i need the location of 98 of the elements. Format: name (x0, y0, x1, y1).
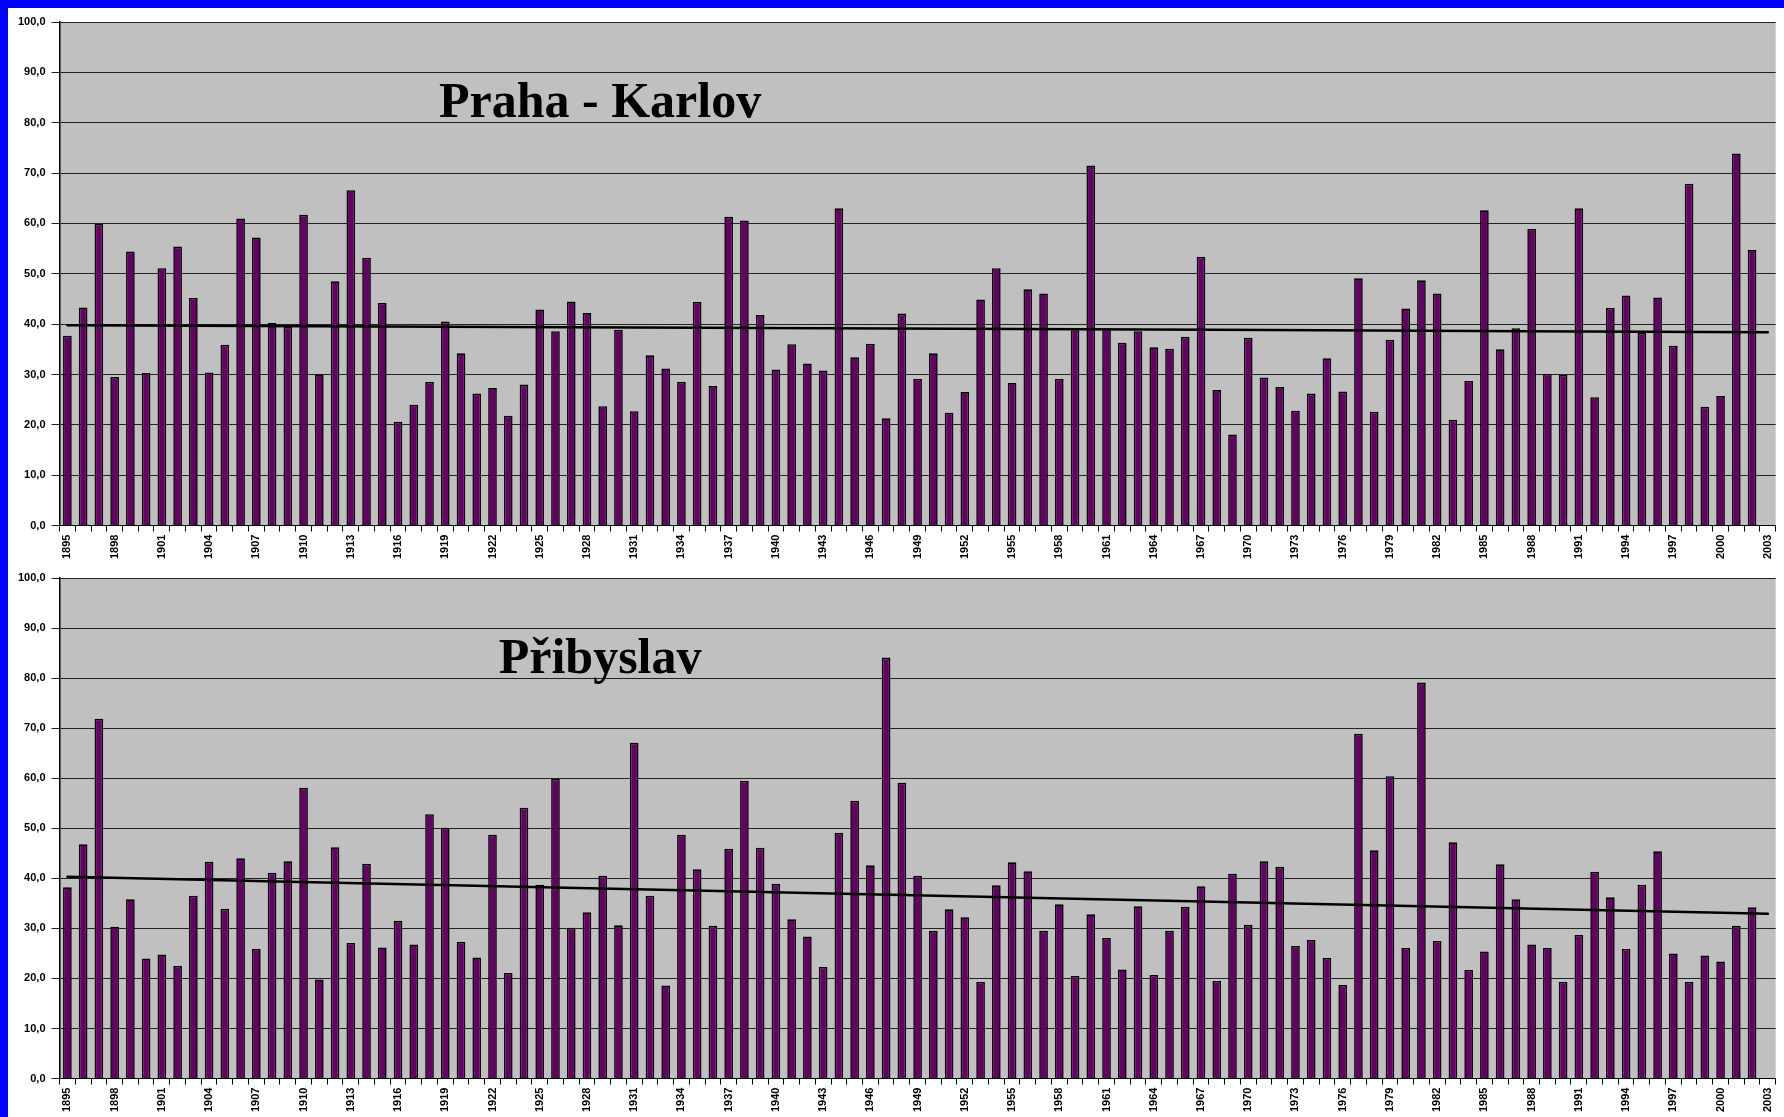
x-tick-label: 1919 (438, 1087, 451, 1113)
x-tick-label: 1955 (1005, 534, 1018, 560)
x-tick-label: 1940 (768, 534, 781, 560)
x-tick-label: 1979 (1382, 1087, 1395, 1113)
x-tick-label: 1937 (721, 1087, 734, 1113)
y-tick-label: 0,0 (30, 518, 46, 531)
x-tick-label: 1916 (391, 534, 404, 560)
y-tick-label: 70,0 (24, 166, 46, 179)
x-tick-label: 1979 (1382, 534, 1395, 560)
y-tick-label: 10,0 (24, 1021, 46, 1034)
x-tick-label: 2003 (1760, 534, 1773, 560)
x-tick-label: 1901 (154, 1087, 167, 1113)
x-tick-label: 1931 (627, 1087, 640, 1113)
x-tick-label: 1934 (674, 533, 687, 560)
x-tick-label: 1970 (1241, 1087, 1254, 1113)
y-tick-label: 10,0 (24, 468, 46, 481)
x-tick-label: 1901 (154, 534, 167, 560)
x-tick-label: 1925 (532, 534, 545, 560)
y-tick-label: 0,0 (30, 1071, 46, 1084)
x-tick-label: 1946 (863, 1087, 876, 1113)
x-tick-label: 1997 (1666, 534, 1679, 560)
x-tick-label: 1982 (1430, 534, 1443, 560)
x-tick-label: 1931 (627, 534, 640, 560)
x-tick-label: 1988 (1524, 1087, 1537, 1113)
y-tick-label: 90,0 (24, 65, 46, 78)
text: Přibyslav (498, 627, 702, 684)
text: Praha - Karlov (439, 71, 762, 128)
y-tick-label: 100,0 (18, 15, 46, 28)
x-tick-label: 1895 (60, 1087, 73, 1113)
y-tick-label: 80,0 (24, 115, 46, 128)
x-tick-label: 1961 (1099, 1087, 1112, 1113)
x-tick-label: 1994 (1619, 1086, 1632, 1113)
y-tick-label: 50,0 (24, 821, 46, 834)
x-tick-label: 1985 (1477, 534, 1490, 560)
x-tick-label: 1904 (202, 533, 215, 560)
x-tick-label: 1910 (296, 534, 309, 560)
x-tick-label: 1976 (1335, 1087, 1348, 1113)
x-tick-label: 1898 (107, 534, 120, 560)
y-tick-label: 40,0 (24, 871, 46, 884)
x-tick-label: 1910 (296, 1087, 309, 1113)
x-tick-label: 1898 (107, 1087, 120, 1113)
x-tick-label: 1988 (1524, 534, 1537, 560)
x-tick-label: 1925 (532, 1087, 545, 1113)
y-tick-label: 60,0 (24, 216, 46, 229)
y-tick-label: 100,0 (18, 571, 46, 584)
x-tick-label: 1952 (957, 1087, 970, 1113)
x-tick-label: 1967 (1194, 1087, 1207, 1113)
y-tick-label: 30,0 (24, 921, 46, 934)
x-tick-label: 1907 (249, 534, 262, 560)
x-tick-label: 1976 (1335, 534, 1348, 560)
x-tick-label: 1922 (485, 1087, 498, 1113)
x-tick-label: 1958 (1052, 534, 1065, 560)
x-tick-label: 1997 (1666, 1087, 1679, 1113)
x-tick-label: 1928 (580, 1087, 592, 1113)
x-tick-label: 1940 (768, 1087, 781, 1113)
y-tick-label: 20,0 (24, 417, 46, 430)
x-tick-label: 1946 (863, 534, 876, 560)
x-tick-label: 1913 (343, 1087, 356, 1113)
x-tick-label: 1949 (910, 534, 923, 560)
x-tick-label: 1952 (957, 534, 970, 560)
x-tick-label: 1904 (202, 1086, 215, 1113)
x-tick-label: 1967 (1194, 534, 1207, 560)
y-tick-label: 30,0 (24, 367, 46, 380)
y-tick-label: 20,0 (24, 971, 46, 984)
y-tick-label: 50,0 (24, 266, 46, 279)
y-tick-label: 40,0 (24, 317, 46, 330)
x-tick-label: 1934 (674, 1086, 687, 1113)
x-tick-label: 1943 (816, 1087, 829, 1113)
y-tick-label: 80,0 (24, 671, 46, 684)
x-tick-label: 1922 (485, 534, 498, 560)
x-tick-label: 1985 (1477, 1087, 1490, 1113)
x-tick-label: 1961 (1099, 534, 1112, 560)
x-tick-label: 1991 (1571, 1087, 1584, 1113)
x-tick-label: 1937 (721, 534, 734, 560)
x-tick-label: 1994 (1619, 533, 1632, 560)
x-tick-label: 1973 (1288, 534, 1301, 560)
x-tick-label: 2000 (1713, 534, 1726, 560)
y-tick-label: 70,0 (24, 721, 46, 734)
x-tick-label: 1964 (1146, 1086, 1159, 1113)
x-tick-label: 1943 (816, 534, 829, 560)
x-tick-label: 1970 (1241, 534, 1254, 560)
x-tick-label: 1964 (1146, 533, 1159, 560)
x-tick-label: 1907 (249, 1087, 262, 1113)
x-tick-label: 2003 (1760, 1087, 1773, 1113)
x-tick-label: 1949 (910, 1087, 923, 1113)
x-tick-label: 1916 (391, 1087, 404, 1113)
x-tick-label: 2000 (1713, 1087, 1726, 1113)
x-tick-label: 1913 (343, 534, 356, 560)
x-tick-label: 1991 (1571, 534, 1584, 560)
y-tick-label: 60,0 (24, 771, 46, 784)
x-tick-label: 1973 (1288, 1087, 1301, 1113)
x-tick-label: 1919 (438, 534, 451, 560)
x-tick-label: 1928 (580, 534, 592, 560)
y-tick-label: 90,0 (24, 621, 46, 634)
x-tick-label: 1982 (1430, 1087, 1443, 1113)
x-tick-label: 1955 (1005, 1087, 1018, 1113)
x-tick-label: 1958 (1052, 1087, 1065, 1113)
x-tick-label: 1895 (60, 534, 73, 560)
